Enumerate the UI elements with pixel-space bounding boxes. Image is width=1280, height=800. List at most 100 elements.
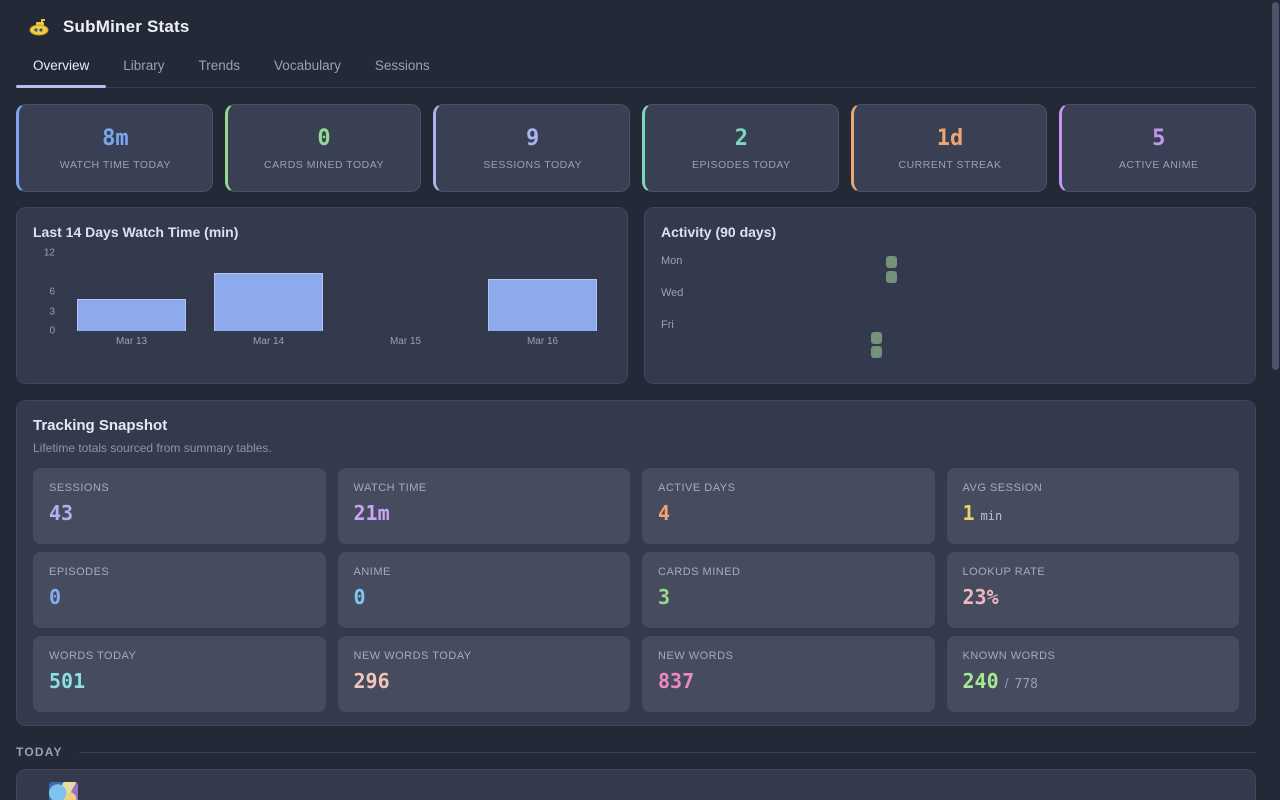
submarine-logo-icon (28, 18, 50, 36)
y-tick-label: 3 (49, 306, 55, 317)
tracking-tile: NEW WORDS 837 (642, 636, 935, 712)
watch-time-bar (77, 298, 186, 331)
tracking-tile-value-row: 501 (49, 669, 310, 693)
tracking-tile: ACTIVE DAYS 4 (642, 468, 935, 544)
tracking-tile-value-row: 0 (49, 585, 310, 609)
tracking-tile-label: CARDS MINED (658, 566, 741, 578)
x-tick-label: Mar 14 (252, 336, 285, 347)
tracking-tile-label: NEW WORDS (658, 650, 734, 662)
heatmap-day-label: Wed (661, 287, 684, 299)
tracking-tile-value-row: 23% (963, 585, 1224, 609)
tracking-snapshot-title: Tracking Snapshot (33, 417, 168, 434)
tracking-tile: LOOKUP RATE 23% (946, 552, 1239, 628)
tracking-tile-value-row: 3 (658, 585, 919, 609)
chart-plot-area (63, 253, 611, 331)
heatmap-active-cell (871, 332, 882, 344)
bar-slot (63, 298, 200, 331)
tracking-tile-label: EPISODES (49, 566, 110, 578)
stat-card-value: 2 (734, 125, 748, 151)
tracking-tile-label: KNOWN WORDS (962, 650, 1056, 662)
tracking-tile-value-row: 1 min (963, 501, 1224, 525)
heatmap-active-cell (886, 256, 897, 268)
tab-overview[interactable]: Overview (16, 50, 107, 88)
watch-time-bar-chart: 0 3 6 12 (33, 248, 611, 337)
stat-card-value: 8m (102, 125, 129, 151)
tracking-tile-separator: / (1004, 675, 1009, 691)
y-tick-label: 12 (43, 247, 55, 259)
stat-card-value: 9 (526, 125, 540, 151)
stat-card: 5 ACTIVE ANIME (1059, 104, 1257, 192)
tracking-tile-value-row: 0 (354, 585, 615, 609)
tracking-tile-value: 0 (353, 585, 366, 609)
stat-card: 8m WATCH TIME TODAY (16, 104, 213, 192)
y-tick-label: 6 (49, 286, 55, 298)
tracking-tile: KNOWN WORDS 240 / 778 (946, 636, 1239, 712)
y-tick-label: 0 (49, 325, 55, 337)
stat-card: 9 SESSIONS TODAY (433, 104, 631, 192)
tracking-tile-value: 296 (353, 669, 390, 693)
tab-trends[interactable]: Trends (198, 58, 241, 73)
stat-card: 2 EPISODES TODAY (642, 104, 839, 192)
stat-cards-row: 8m WATCH TIME TODAY 0 CARDS MINED TODAY 9 SES… (16, 104, 1257, 192)
heatmap-active-cell (886, 271, 897, 283)
tracking-tile-label: NEW WORDS TODAY (353, 650, 472, 662)
anime-poster-thumbnail[interactable] (49, 782, 78, 800)
stat-card-label: WATCH TIME TODAY (59, 158, 171, 171)
tracking-tiles-grid: SESSIONS 43 WATCH TIME 21m ACTIVE DAYS 4 AVG S… (33, 468, 1239, 712)
app-header: SubMiner Stats (16, 0, 1256, 38)
x-tick-label: Mar 13 (115, 336, 148, 347)
tracking-tile: WORDS TODAY 501 (33, 636, 326, 712)
tracking-tile-value: 21m (353, 501, 390, 525)
stat-card-value: 1d (936, 125, 964, 151)
stat-card-value: 5 (1152, 125, 1166, 151)
x-tick-label: Mar 16 (526, 336, 559, 347)
chart-y-axis: 0 3 6 12 (33, 248, 63, 337)
tracking-tile: AVG SESSION 1 min (946, 468, 1239, 544)
stat-card: 1d CURRENT STREAK (850, 104, 1048, 192)
nav-tabs: Overview Library Trends Vocabulary Sessions (16, 50, 1256, 88)
charts-row: Last 14 Days Watch Time (min) 0 3 6 12 Mar … (16, 207, 1256, 384)
tracking-tile-total: 778 (1014, 677, 1038, 692)
tracking-tile-value: 3 (658, 585, 671, 609)
stat-card-label: SESSIONS TODAY (483, 158, 582, 171)
chart-x-axis: Mar 13 Mar 14 Mar 15 Mar 16 (63, 336, 611, 347)
tracking-tile-value: 43 (49, 501, 74, 525)
tracking-tile-label: AVG SESSION (962, 482, 1043, 494)
heatmap-day-label: Mon (661, 255, 683, 267)
tracking-tile: ANIME 0 (337, 552, 630, 628)
watch-time-bar (488, 279, 597, 331)
stat-card-label: EPISODES TODAY (692, 158, 791, 171)
tracking-tile-value: 4 (658, 501, 671, 525)
tracking-tile-label: ANIME (353, 566, 391, 578)
tracking-tile-label: WATCH TIME (353, 482, 427, 494)
tracking-tile-label: ACTIVE DAYS (658, 482, 736, 494)
watch-time-bar (214, 272, 323, 331)
today-session-card (16, 769, 1256, 800)
tracking-tile-value: 837 (658, 669, 695, 693)
tracking-tile-value-row: 240 / 778 (963, 669, 1224, 693)
tab-sessions[interactable]: Sessions (374, 58, 430, 73)
heatmap-day-label: Fri (661, 319, 674, 331)
today-section-header: TODAY (16, 745, 1256, 759)
tracking-tile-value-row: 4 (658, 501, 919, 525)
bar-slot (200, 272, 337, 331)
watch-time-chart-panel: Last 14 Days Watch Time (min) 0 3 6 12 Mar … (16, 207, 628, 384)
stat-card-label: CURRENT STREAK (898, 158, 1002, 171)
tracking-tile: SESSIONS 43 (33, 468, 326, 544)
stat-card-label: CARDS MINED TODAY (264, 158, 384, 171)
tracking-snapshot-subtitle: Lifetime totals sourced from summary tab… (33, 441, 272, 455)
stat-card: 0 CARDS MINED TODAY (224, 104, 422, 192)
stat-card-label: ACTIVE ANIME (1118, 158, 1199, 171)
vertical-scrollbar-thumb[interactable] (1272, 2, 1279, 370)
tracking-tile-value-row: 21m (354, 501, 615, 525)
tracking-tile-value: 1 (962, 501, 975, 525)
watch-time-chart-title: Last 14 Days Watch Time (min) (33, 224, 239, 240)
tracking-tile-label: LOOKUP RATE (962, 566, 1046, 578)
tab-vocabulary[interactable]: Vocabulary (274, 58, 341, 73)
tracking-tile-value: 501 (49, 669, 86, 693)
tab-library[interactable]: Library (123, 58, 165, 73)
today-divider (78, 751, 1256, 753)
tracking-tile: NEW WORDS TODAY 296 (337, 636, 630, 712)
activity-heatmap-panel: Activity (90 days) Mon Wed Fri (644, 207, 1256, 384)
